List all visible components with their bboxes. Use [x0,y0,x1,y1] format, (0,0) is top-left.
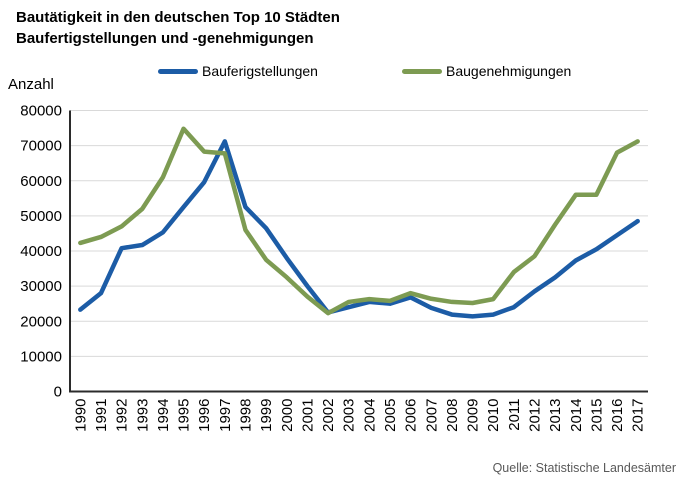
y-tick-label: 0 [54,384,62,401]
y-tick-label: 60000 [20,173,62,190]
legend-label: Bauferigstellungen [202,63,318,79]
series-line-baufertigstellungen [78,139,640,319]
x-tick-label: 1995 [176,399,193,432]
x-tick-label: 2015 [588,399,605,432]
legend-swatch-green-line-icon [402,68,442,74]
y-tick-label: 50000 [20,208,62,225]
legend-label: Baugenehmigungen [446,63,572,79]
x-tick-label: 1992 [114,399,131,432]
series-line-baugenehmigungen [78,126,640,316]
x-tick-label: 2012 [526,399,543,432]
x-tick-label: 1999 [258,399,275,432]
y-tick-label: 30000 [20,278,62,295]
x-tick-label: 2007 [423,399,440,432]
x-tick-label: 1994 [155,399,172,432]
x-tick-label: 2001 [299,399,316,432]
x-tick-label: 2014 [568,399,585,432]
y-axis-title: Anzahl [8,76,54,93]
x-tick-label: 2008 [444,399,461,432]
x-tick-label: 2017 [630,399,647,432]
x-tick-label: 1997 [217,399,234,432]
source-note: Quelle: Statistische Landesämter [492,461,676,475]
legend-item-baufertigstellungen: Bauferigstellungen [158,63,318,79]
chart-legend: Bauferigstellungen Baugenehmigungen [0,63,681,79]
x-tick-label: 2010 [485,399,502,432]
x-tick-label: 2000 [279,399,296,432]
legend-swatch-blue-line-icon [158,68,198,74]
legend-item-baugenehmigungen: Baugenehmigungen [402,63,571,79]
chart-title-line-2: Baufertigstellungen und -genehmigungen [16,30,314,47]
x-tick-label: 1991 [93,399,110,432]
x-tick-label: 1990 [72,399,89,432]
x-tick-label: 1998 [237,399,254,432]
y-tick-label: 70000 [20,138,62,155]
y-tick-label: 10000 [20,348,62,365]
x-tick-label: 2011 [506,399,523,431]
chart-title-line-1: Bautätigkeit in den deutschen Top 10 Stä… [16,9,340,26]
y-tick-label: 80000 [20,103,62,120]
x-tick-label: 2004 [361,399,378,432]
x-tick-label: 2005 [382,399,399,432]
x-tick-label: 2003 [341,399,358,432]
x-tick-label: 1996 [196,399,213,432]
y-tick-label: 20000 [20,313,62,330]
x-tick-label: 2016 [609,399,626,432]
x-tick-label: 2006 [403,399,420,432]
x-tick-label: 1993 [134,399,151,432]
x-tick-label: 2009 [465,399,482,432]
x-tick-label: 2002 [320,399,337,432]
y-tick-label: 40000 [20,243,62,260]
chart-title: Bautätigkeit in den deutschen Top 10 Stä… [16,7,340,49]
x-tick-label: 2013 [547,399,564,432]
